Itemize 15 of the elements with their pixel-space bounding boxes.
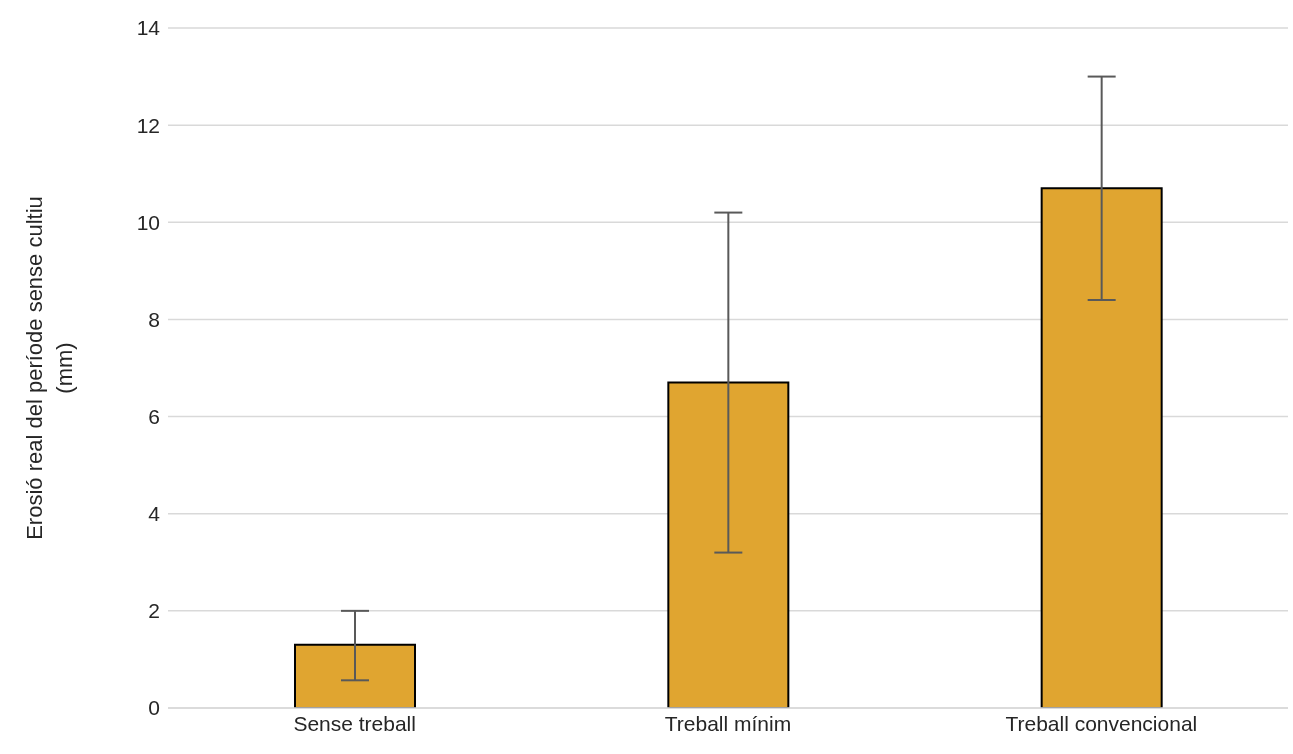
bar bbox=[294, 643, 416, 708]
y-tick-label: 8 bbox=[148, 307, 160, 331]
bar bbox=[1040, 187, 1163, 708]
y-tick-label: 14 bbox=[136, 16, 161, 40]
y-axis-title: Erosió real del període sense cultiu (mm) bbox=[22, 196, 77, 540]
y-tick-label: 0 bbox=[148, 696, 160, 720]
x-tick-label: Treball mínim bbox=[664, 711, 792, 735]
y-tick-label: 12 bbox=[136, 113, 160, 137]
y-tick-label: 2 bbox=[148, 599, 160, 623]
bar bbox=[667, 381, 790, 708]
y-tick-label: 10 bbox=[136, 210, 160, 234]
y-tick-label: 6 bbox=[148, 405, 160, 429]
x-tick-label: Treball convencional bbox=[1005, 711, 1198, 735]
x-tick-label: Sense treball bbox=[293, 711, 416, 735]
y-tick-label: 4 bbox=[148, 502, 161, 526]
